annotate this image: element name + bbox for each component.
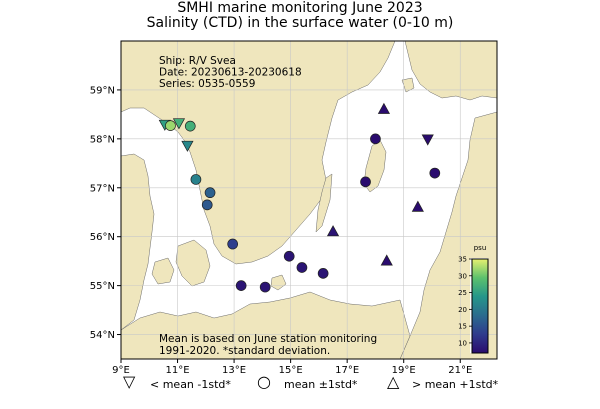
colorbar-label: psu xyxy=(474,244,487,252)
station-marker-within xyxy=(370,133,381,145)
graticule xyxy=(121,41,497,359)
station-marker-below xyxy=(421,134,434,146)
marker-legend: ▽ < mean -1std* ○ mean ±1std* △ > mean +… xyxy=(0,372,600,398)
x-tick-label: 11°E xyxy=(166,365,190,376)
land-oland xyxy=(315,173,333,233)
station-markers xyxy=(158,102,441,293)
station-marker-within xyxy=(190,174,202,185)
station-marker-within xyxy=(296,262,308,273)
legend-within-label: mean ±1std* xyxy=(284,378,358,391)
station-marker-within xyxy=(204,187,216,199)
y-tick-label: 58°N xyxy=(90,134,115,145)
info-ship: Ship: R/V Svea xyxy=(159,55,236,67)
x-tick-label: 19°E xyxy=(392,365,416,376)
station-marker-within xyxy=(360,176,371,188)
x-tick-label: 15°E xyxy=(279,365,303,376)
station-marker-within xyxy=(165,120,176,131)
map-subtitle: Salinity (CTD) in the surface water (0-1… xyxy=(146,15,454,31)
station-marker-within xyxy=(429,167,441,179)
map-title: SMHI marine monitoring June 2023 xyxy=(177,0,423,16)
y-tick-label: 55°N xyxy=(90,281,115,292)
land-bornholm xyxy=(270,274,287,291)
longitude-ticks: 9°E 11°E 13°E 15°E 17°E 19°E 21°E xyxy=(112,359,472,376)
map-area xyxy=(121,41,497,359)
colorbar-tick-label: 25 xyxy=(458,289,467,297)
x-tick-label: 21°E xyxy=(448,365,472,376)
colorbar: psu 10 15 20 25 30 35 xyxy=(458,244,489,354)
station-marker-within xyxy=(227,238,239,250)
station-marker-above xyxy=(411,200,424,212)
x-tick-label: 17°E xyxy=(335,365,359,376)
land-finland xyxy=(404,41,497,101)
colorbar-ticks: 10 15 20 25 30 35 xyxy=(458,256,472,347)
station-marker-within xyxy=(317,268,329,279)
land-aland xyxy=(401,77,415,93)
station-marker-within xyxy=(201,199,213,211)
colorbar-scale xyxy=(471,258,489,354)
colorbar-tick-label: 35 xyxy=(458,256,467,264)
y-tick-label: 56°N xyxy=(90,232,115,243)
station-marker-below xyxy=(172,118,186,130)
colorbar-tick-label: 15 xyxy=(458,323,467,331)
latitude-ticks: 54°N 55°N 56°N 57°N 58°N 59°N xyxy=(90,85,121,341)
land-funen xyxy=(151,257,175,285)
station-marker-above xyxy=(326,225,340,237)
info-series: Series: 0535-0559 xyxy=(159,78,255,90)
station-marker-within xyxy=(283,250,295,262)
colorbar-tick-label: 30 xyxy=(458,272,467,280)
note-line-1: Mean is based on June station monitoring xyxy=(159,333,377,345)
info-date: Date: 20230613-20230618 xyxy=(159,67,302,79)
station-marker-within xyxy=(235,280,247,291)
y-tick-label: 57°N xyxy=(90,183,115,194)
station-marker-within xyxy=(259,281,271,293)
triangle-up-icon: △ xyxy=(387,372,400,391)
legend-below-label: < mean -1std* xyxy=(150,378,231,391)
circle-icon: ○ xyxy=(257,372,271,391)
station-marker-above xyxy=(380,254,393,266)
land-germany-poland xyxy=(121,291,411,359)
colorbar-tick-label: 10 xyxy=(458,339,467,347)
y-tick-label: 59°N xyxy=(90,85,115,96)
note-line-2: 1991-2020. *standard deviation. xyxy=(159,345,330,357)
x-tick-label: 9°E xyxy=(112,365,130,376)
map-frame xyxy=(120,40,498,360)
colorbar-tick-label: 20 xyxy=(458,306,467,314)
x-tick-label: 13°E xyxy=(222,365,246,376)
land-zealand xyxy=(175,239,211,287)
triangle-down-icon: ▽ xyxy=(123,372,136,391)
y-tick-label: 54°N xyxy=(90,330,115,341)
station-marker-below xyxy=(181,140,194,152)
station-marker-within xyxy=(184,120,196,132)
station-marker-above xyxy=(377,102,391,114)
legend-above-label: > mean +1std* xyxy=(412,378,499,391)
land-jutland xyxy=(121,153,155,331)
